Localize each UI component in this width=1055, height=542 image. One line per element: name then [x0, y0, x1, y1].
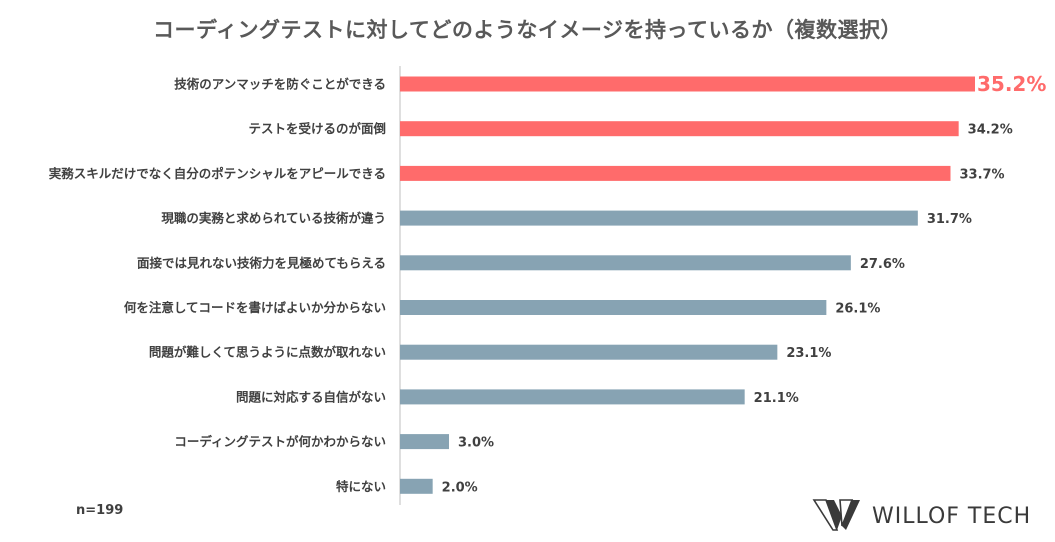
chart-title: コーディングテストに対してどのようなイメージを持っているか（複数選択）	[153, 18, 902, 42]
value-label: 23.1%	[786, 346, 831, 361]
value-label: 2.0%	[442, 480, 478, 495]
value-label: 34.2%	[968, 123, 1013, 138]
value-label: 21.1%	[754, 391, 799, 406]
category-label: テストを受けるのが面倒	[248, 121, 386, 136]
category-label: 問題に対応する自信がない	[236, 389, 386, 404]
bar	[400, 165, 951, 181]
category-label: 面接では見れない技術力を見極めてもらえる	[137, 255, 386, 270]
category-label: コーディングテストが何かわからない	[174, 434, 386, 449]
bar	[400, 300, 827, 315]
bar	[400, 434, 450, 450]
bar	[400, 389, 745, 405]
bar	[400, 121, 959, 137]
value-label: 27.6%	[860, 257, 905, 272]
category-label: 現職の実務と求められている技術が違う	[161, 211, 386, 226]
bar	[400, 210, 918, 226]
sample-size-note: n=199	[76, 503, 124, 518]
category-label: 何を注意してコードを書けばよいか分からない	[124, 300, 386, 315]
bar	[400, 255, 851, 271]
bar	[400, 76, 975, 92]
bar	[400, 344, 778, 360]
category-label: 実務スキルだけでなく自分のポテンシャルをアピールできる	[49, 166, 386, 181]
bar	[400, 478, 433, 494]
company-logo: WILLOF TECH	[812, 494, 1031, 538]
value-label: 35.2%	[977, 72, 1046, 96]
category-label: 技術のアンマッチを防ぐことができる	[174, 77, 386, 92]
willof-logo-icon	[812, 499, 860, 531]
value-label: 3.0%	[458, 436, 494, 451]
category-label: 特にない	[336, 479, 386, 494]
value-label: 33.7%	[959, 167, 1004, 182]
value-label: 26.1%	[835, 302, 880, 317]
value-label: 31.7%	[927, 212, 972, 227]
category-label: 問題が難しくて思うように点数が取れない	[149, 345, 386, 360]
logo-text: WILLOF TECH	[872, 503, 1032, 529]
